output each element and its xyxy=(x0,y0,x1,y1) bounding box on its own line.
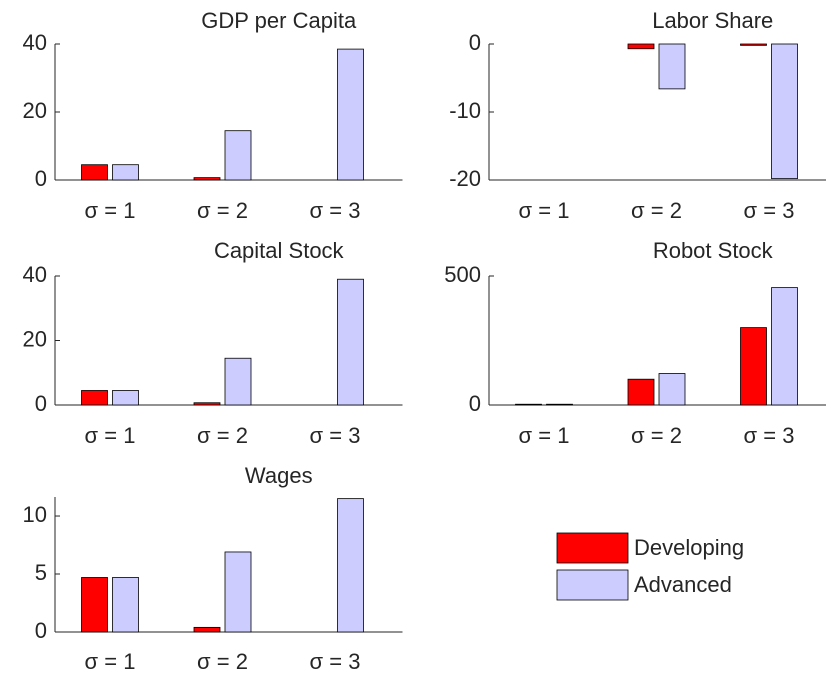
bar xyxy=(81,390,108,406)
bar xyxy=(771,287,798,406)
chart-title: Labor Share xyxy=(652,8,773,33)
x-tick-label: σ = 1 xyxy=(519,423,570,448)
y-tick-label: 5 xyxy=(35,560,47,585)
x-tick-label: σ = 2 xyxy=(197,649,248,674)
y-tick-label: 20 xyxy=(23,326,47,351)
y-tick-label: 0 xyxy=(35,391,47,416)
x-tick-label: σ = 3 xyxy=(310,649,361,674)
y-tick-label: 0 xyxy=(35,166,47,191)
x-tick-label: σ = 2 xyxy=(197,423,248,448)
bar xyxy=(112,577,139,633)
bar xyxy=(112,164,139,181)
bar xyxy=(81,164,108,181)
bar xyxy=(337,278,364,406)
y-tick-label: 500 xyxy=(444,262,481,287)
bar xyxy=(658,43,686,90)
x-tick-label: σ = 2 xyxy=(197,198,248,223)
x-tick-label: σ = 1 xyxy=(85,649,136,674)
y-tick-label: 0 xyxy=(469,30,481,55)
bar xyxy=(627,378,655,406)
bar xyxy=(658,373,686,406)
bar xyxy=(337,498,364,633)
x-tick-label: σ = 1 xyxy=(519,198,570,223)
y-tick-label: 0 xyxy=(469,391,481,416)
chart-title: Wages xyxy=(245,463,313,488)
bar xyxy=(193,402,221,406)
bar xyxy=(337,48,364,181)
legend-swatch xyxy=(556,532,629,564)
bar xyxy=(740,327,767,406)
x-tick-label: σ = 3 xyxy=(310,423,361,448)
y-tick-label: 0 xyxy=(35,618,47,643)
bar xyxy=(81,577,108,633)
bar xyxy=(112,390,139,406)
bar xyxy=(627,43,655,50)
bar xyxy=(771,43,798,180)
y-tick-label: 20 xyxy=(23,98,47,123)
bar xyxy=(193,177,221,181)
x-tick-label: σ = 3 xyxy=(744,423,795,448)
x-tick-label: σ = 2 xyxy=(631,198,682,223)
x-tick-label: σ = 2 xyxy=(631,423,682,448)
bar xyxy=(740,43,767,46)
bar xyxy=(546,403,573,406)
y-tick-label: -20 xyxy=(449,166,481,191)
x-tick-label: σ = 1 xyxy=(85,423,136,448)
y-tick-label: 40 xyxy=(23,262,47,287)
chart-title: Robot Stock xyxy=(653,238,774,263)
bar xyxy=(515,403,542,406)
y-tick-label: -10 xyxy=(449,98,481,123)
x-tick-label: σ = 3 xyxy=(310,198,361,223)
legend-label: Advanced xyxy=(634,572,732,597)
y-tick-label: 40 xyxy=(23,30,47,55)
legend-label: Developing xyxy=(634,535,744,560)
bar xyxy=(224,551,252,633)
x-tick-label: σ = 1 xyxy=(85,198,136,223)
chart-title: Capital Stock xyxy=(214,238,345,263)
y-tick-label: 10 xyxy=(23,502,47,527)
chart-title: GDP per Capita xyxy=(201,8,357,33)
x-tick-label: σ = 3 xyxy=(744,198,795,223)
legend-swatch xyxy=(556,569,629,601)
bar xyxy=(193,626,221,633)
bar xyxy=(224,130,252,181)
bar xyxy=(224,357,252,406)
